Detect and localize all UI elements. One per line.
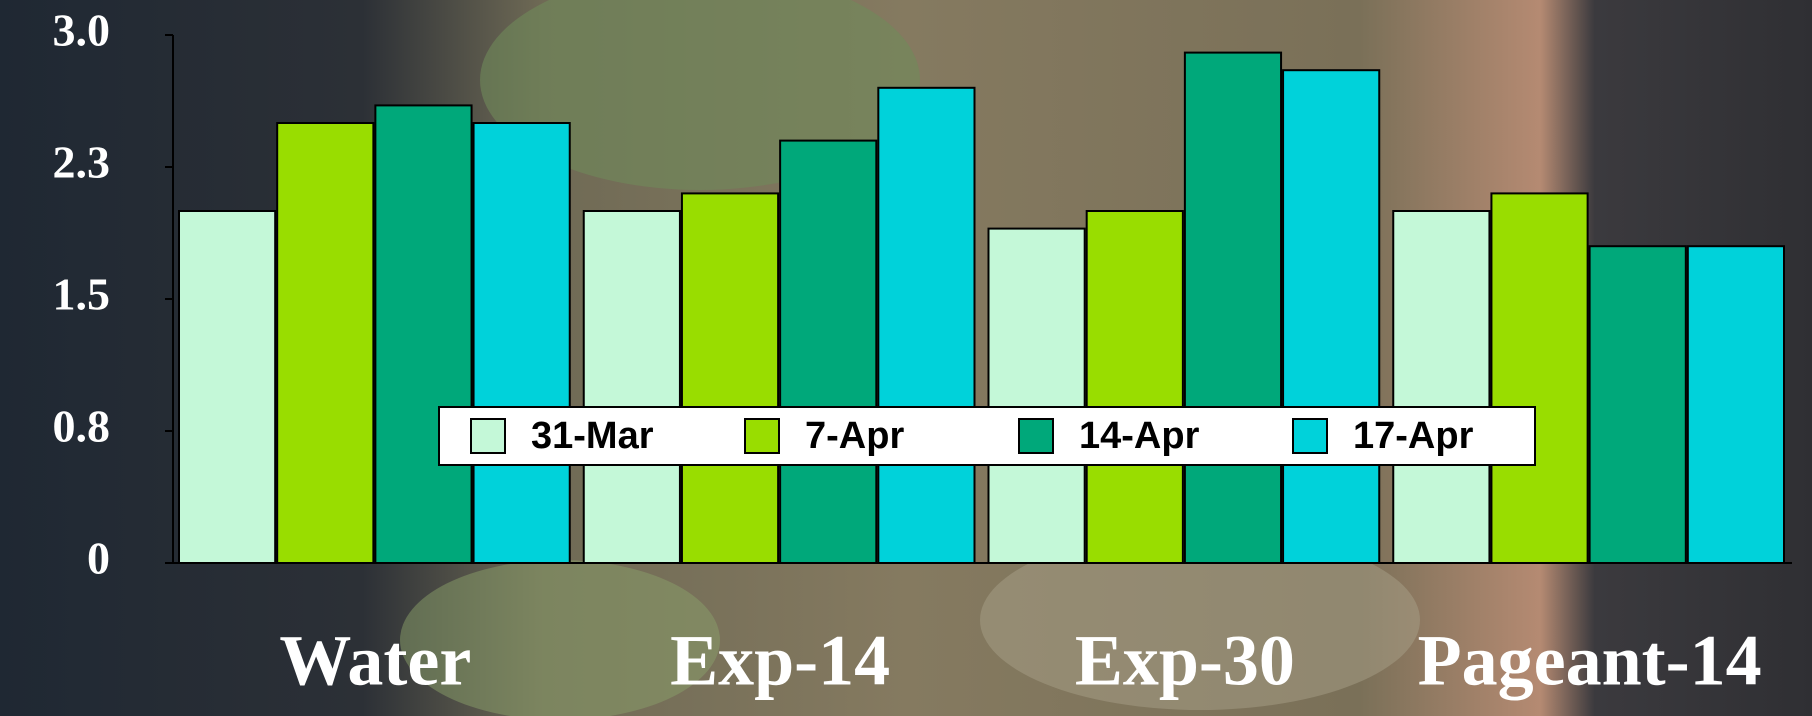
y-tick-label: 0	[87, 533, 110, 584]
legend-swatch	[744, 418, 780, 454]
legend-swatch	[1292, 418, 1328, 454]
bar	[276, 122, 375, 564]
legend-label: 17-Apr	[1353, 415, 1474, 457]
y-tick-label: 3.0	[53, 5, 111, 56]
legend-label: 14-Apr	[1079, 415, 1200, 457]
legend-swatch	[470, 418, 506, 454]
bar	[1490, 192, 1589, 564]
bar	[1282, 69, 1381, 564]
x-tick-label: Exp-14	[670, 621, 890, 701]
x-tick-label: Water	[279, 621, 471, 701]
bar	[1686, 245, 1785, 564]
bar	[877, 86, 976, 565]
plant-leaves	[980, 530, 1420, 710]
x-tick-label: Exp-30	[1075, 621, 1295, 701]
bar	[987, 227, 1086, 564]
y-tick-label: 2.3	[53, 137, 111, 188]
legend-swatch	[1018, 418, 1054, 454]
bar	[374, 104, 473, 565]
bar	[472, 122, 571, 564]
bar	[582, 210, 681, 564]
legend-label: 31-Mar	[531, 415, 654, 457]
bar	[680, 192, 780, 564]
plant-leaves	[400, 560, 720, 716]
legend-box	[438, 406, 1536, 466]
bar	[779, 139, 878, 564]
legend-label: 7-Apr	[805, 415, 904, 457]
y-tick-label: 0.8	[53, 401, 111, 452]
bar	[1085, 210, 1184, 564]
x-tick-label: Pageant-14	[1418, 621, 1762, 701]
bar	[178, 210, 277, 564]
bar	[1392, 210, 1491, 564]
y-tick-label: 1.5	[53, 269, 111, 320]
bar	[1183, 51, 1283, 564]
bar	[1588, 245, 1687, 564]
